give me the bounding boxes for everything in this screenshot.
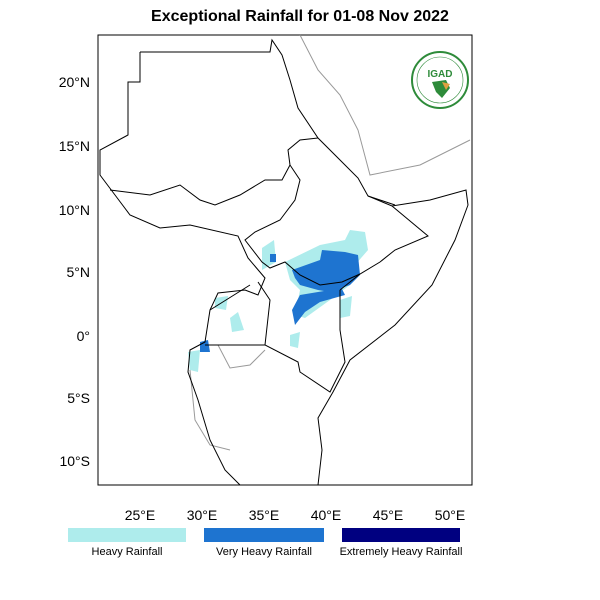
x-tick: 35°E	[249, 507, 280, 523]
logo-text: IGAD	[428, 69, 453, 80]
map-title: Exceptional Rainfall for 01-08 Nov 2022	[151, 8, 449, 25]
y-tick: 5°N	[67, 264, 91, 280]
legend-label-extremely-heavy: Extremely Heavy Rainfall	[339, 546, 463, 558]
somalia-border	[339, 195, 396, 291]
neighbor-lines	[189, 34, 471, 451]
sudan-ethiopia-border	[287, 137, 319, 166]
y-tick: 5°S	[67, 390, 90, 406]
kenya-border	[257, 281, 346, 393]
x-axis: 25°E 30°E 35°E 40°E 45°E 50°E	[125, 507, 466, 523]
x-tick: 40°E	[311, 507, 342, 523]
igad-logo: IGAD	[411, 51, 469, 109]
sudan-west-border	[99, 52, 266, 486]
legend-label-heavy: Heavy Rainfall	[91, 546, 163, 558]
x-tick: 45°E	[373, 507, 404, 523]
x-tick: 25°E	[125, 507, 156, 523]
y-tick: 0°	[77, 328, 90, 344]
y-tick: 20°N	[59, 74, 90, 90]
legend-swatch-extremely-heavy	[342, 528, 460, 542]
ethiopia-west-border	[244, 164, 429, 286]
sudan-ssudan-border	[109, 164, 291, 206]
y-axis: 20°N 15°N 10°N 5°N 0° 5°S 10°S	[59, 74, 90, 469]
x-tick: 30°E	[187, 507, 218, 523]
y-tick: 10°N	[59, 202, 90, 218]
legend-swatch-heavy	[68, 528, 186, 542]
legend-label-very-heavy: Very Heavy Rainfall	[216, 546, 312, 558]
y-tick: 15°N	[59, 138, 90, 154]
map-frame	[97, 34, 473, 486]
x-tick: 50°E	[435, 507, 466, 523]
country-borders	[99, 38, 469, 486]
y-tick: 10°S	[59, 453, 90, 469]
uganda-border	[205, 284, 265, 346]
coastline	[140, 38, 469, 486]
legend-swatch-very-heavy	[204, 528, 324, 542]
